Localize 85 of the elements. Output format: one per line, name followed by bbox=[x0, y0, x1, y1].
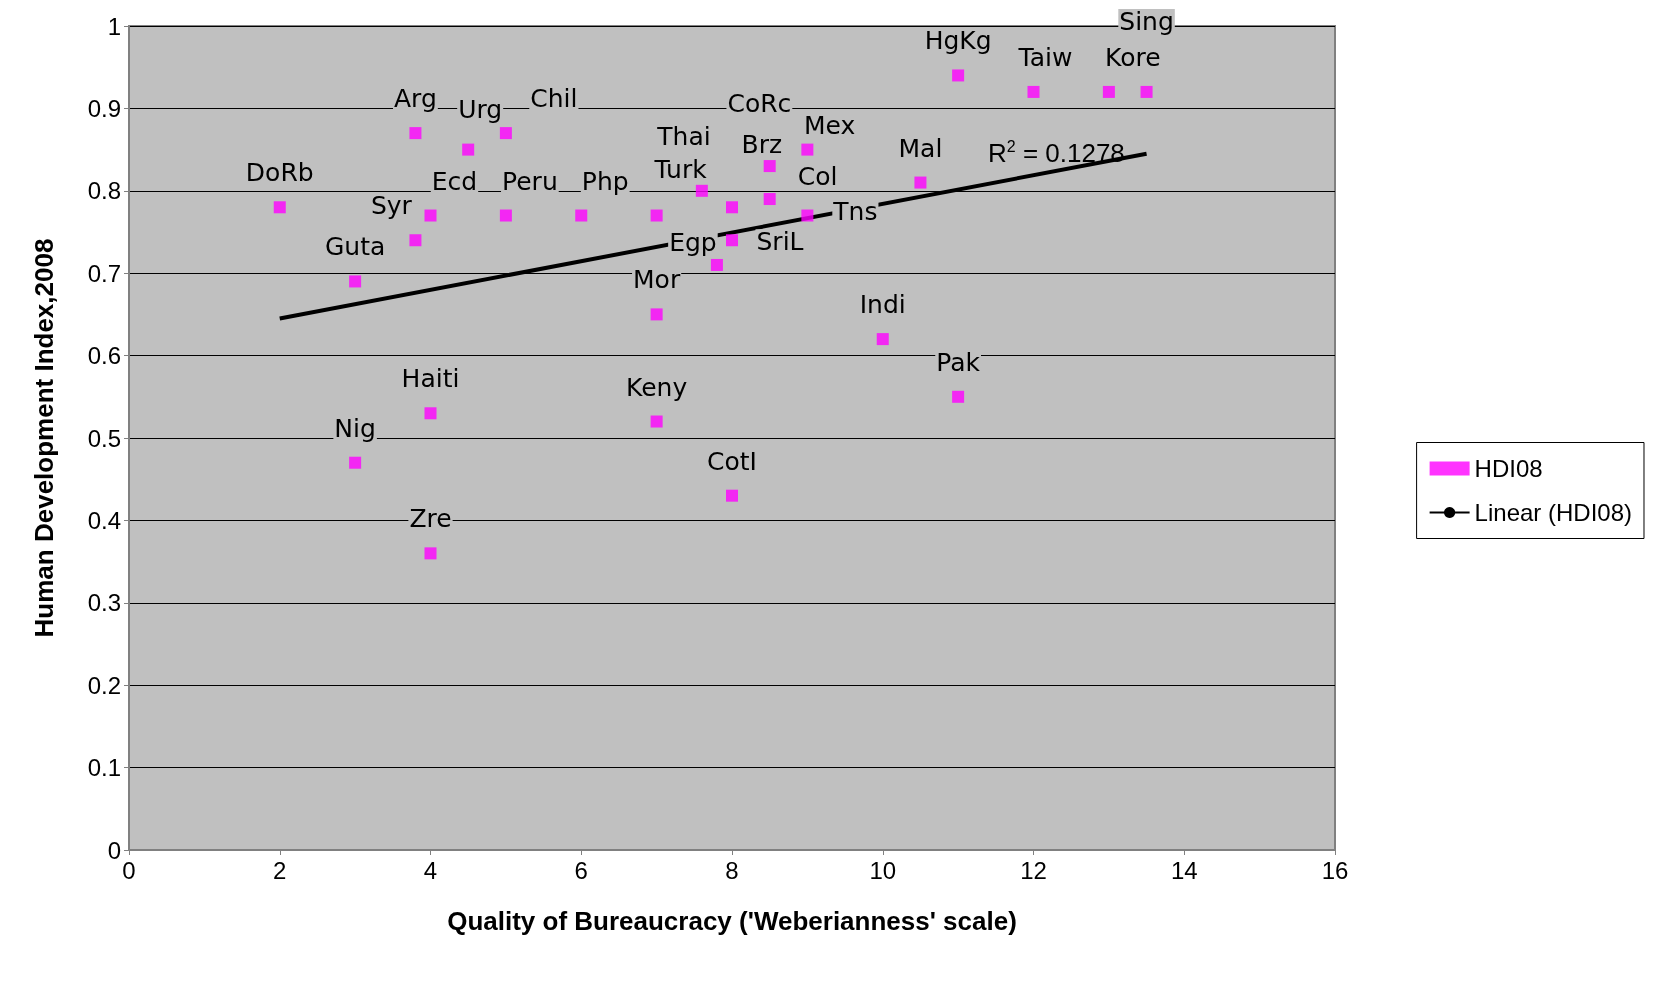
annotation: Php bbox=[581, 166, 629, 196]
annotation: Keny bbox=[626, 372, 688, 402]
annotation: Kore bbox=[1105, 42, 1161, 72]
y-tick-label: 0.2 bbox=[87, 671, 121, 699]
annotation: SriL bbox=[756, 227, 804, 257]
point bbox=[499, 127, 512, 140]
point bbox=[952, 69, 965, 82]
point bbox=[726, 201, 738, 214]
x-tick-label: 4 bbox=[423, 856, 438, 884]
annotation: Brz bbox=[741, 129, 783, 159]
y-tick-label: 0.6 bbox=[87, 342, 121, 370]
annotation: DoRb bbox=[245, 158, 314, 188]
annotation: Turk bbox=[653, 154, 708, 184]
y-tick-label: 0.3 bbox=[87, 589, 121, 617]
x-tick-label: 12 bbox=[1020, 856, 1047, 884]
annotation: Thai bbox=[656, 122, 711, 152]
point bbox=[499, 209, 512, 222]
annotation: Indi bbox=[859, 290, 906, 320]
annotation: Guta bbox=[324, 232, 386, 262]
annotation: Mal bbox=[898, 133, 943, 163]
y-tick-label: 0.1 bbox=[87, 754, 121, 782]
x-tick-label: 8 bbox=[725, 856, 739, 884]
annotation: Haiti bbox=[401, 364, 460, 394]
x-tick-label: 16 bbox=[1321, 856, 1349, 884]
annotation: Arg bbox=[394, 84, 437, 114]
point bbox=[349, 456, 362, 469]
point bbox=[462, 143, 475, 156]
annotation: Taiw bbox=[1017, 42, 1073, 72]
point bbox=[726, 234, 738, 247]
annotation: Egp bbox=[669, 227, 717, 257]
point bbox=[763, 193, 776, 206]
annotation: Peru bbox=[502, 166, 558, 196]
annotation: Zre bbox=[409, 504, 452, 534]
y-tick-label: 0.5 bbox=[87, 424, 121, 452]
annotation: CoRc bbox=[727, 88, 792, 118]
point bbox=[575, 209, 588, 222]
y-tick-label: 0.9 bbox=[87, 94, 121, 122]
point bbox=[710, 258, 723, 271]
point bbox=[409, 127, 422, 140]
x-tick-label: 2 bbox=[273, 856, 287, 884]
point bbox=[952, 390, 965, 403]
point bbox=[801, 143, 814, 156]
y-tick-label: 0.8 bbox=[87, 177, 121, 205]
x-tick-label: 6 bbox=[574, 856, 588, 884]
annotation: Mor bbox=[633, 265, 681, 295]
point bbox=[424, 547, 437, 560]
annotation: Urg bbox=[458, 94, 503, 124]
y-tick-label: 0.4 bbox=[87, 506, 121, 534]
annotation: Mex bbox=[804, 111, 856, 141]
point bbox=[650, 308, 663, 321]
point bbox=[763, 160, 776, 173]
point bbox=[1140, 85, 1153, 98]
point bbox=[726, 489, 738, 502]
x-axis-title: Quality of Bureaucracy ('Weberianness' scale) bbox=[447, 906, 1017, 936]
annotation: Sing bbox=[1119, 6, 1174, 36]
point bbox=[914, 176, 927, 189]
point bbox=[1102, 85, 1115, 98]
point bbox=[1027, 85, 1040, 98]
y-tick-label: 1 bbox=[107, 12, 121, 40]
y-tick-label: 0 bbox=[107, 836, 121, 864]
annotation: Pak bbox=[936, 347, 981, 377]
annotation: Tns bbox=[832, 196, 878, 226]
annotation: HgKg bbox=[924, 26, 992, 56]
x-tick-label: 14 bbox=[1170, 856, 1198, 884]
point bbox=[424, 209, 437, 222]
legend-label: Linear (HDI08) bbox=[1474, 499, 1633, 526]
point bbox=[695, 184, 708, 197]
point bbox=[409, 234, 422, 247]
legend-label: HDI08 bbox=[1474, 455, 1543, 482]
point bbox=[876, 333, 889, 346]
annotation: Syr bbox=[370, 191, 413, 221]
annotation: Chil bbox=[530, 84, 578, 114]
y-axis-title: Human Development Index,2008 bbox=[29, 238, 59, 638]
annotation: Nig bbox=[334, 413, 376, 443]
point bbox=[650, 415, 663, 428]
annotation: CotI bbox=[707, 446, 757, 476]
point bbox=[349, 275, 362, 288]
annotation: Ecd bbox=[431, 166, 478, 196]
point bbox=[650, 209, 663, 222]
annotation: Col bbox=[797, 162, 838, 192]
point bbox=[424, 407, 437, 420]
point bbox=[801, 209, 814, 222]
point bbox=[273, 201, 286, 214]
y-tick-label: 0.7 bbox=[87, 259, 121, 287]
x-tick-label: 10 bbox=[869, 856, 897, 884]
